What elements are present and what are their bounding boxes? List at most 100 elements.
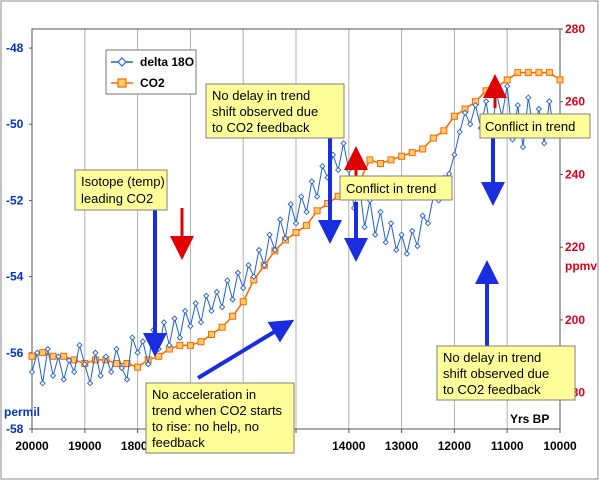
delta-18o-point bbox=[181, 307, 189, 315]
delta-18o-point bbox=[414, 242, 421, 250]
left-tick-label: -54 bbox=[6, 270, 24, 284]
left-tick-label: -52 bbox=[6, 193, 24, 207]
x-tick-label: 10000 bbox=[543, 439, 577, 453]
delta-18o-point bbox=[97, 372, 104, 379]
delta-18o-point bbox=[240, 284, 247, 292]
delta-18o-point bbox=[28, 368, 36, 376]
delta-18o-point bbox=[519, 143, 527, 151]
delta-18o-point bbox=[361, 223, 368, 231]
delta-18o-point bbox=[123, 376, 131, 383]
delta-18o-point bbox=[218, 303, 226, 311]
delta-18o-point bbox=[472, 102, 479, 109]
callout-line: to rise: no help, no bbox=[152, 419, 259, 434]
delta-18o-point bbox=[255, 246, 263, 254]
delta-18o-point bbox=[419, 212, 426, 219]
left-tick-label: -58 bbox=[6, 422, 24, 436]
co2-point bbox=[155, 352, 163, 360]
co2-point bbox=[134, 363, 142, 371]
delta-18o-point bbox=[456, 128, 463, 136]
arrows bbox=[143, 74, 507, 380]
co2-point bbox=[39, 349, 47, 357]
co2-point bbox=[514, 69, 522, 77]
delta-18o-point bbox=[81, 361, 88, 368]
co2-point bbox=[398, 152, 406, 160]
x-tick-label: 19000 bbox=[68, 439, 102, 453]
delta-18o-point bbox=[525, 94, 532, 101]
delta-18o-point bbox=[49, 372, 57, 379]
callout-line: Conflict in trend bbox=[346, 181, 436, 196]
delta-18o-point bbox=[382, 239, 389, 246]
delta-18o-point bbox=[282, 235, 289, 242]
delta-18o-point bbox=[535, 105, 543, 113]
delta-18o-point bbox=[118, 364, 125, 372]
co2-point bbox=[208, 331, 215, 338]
delta-18o-point bbox=[308, 178, 315, 185]
right-tick-label: 280 bbox=[565, 22, 585, 36]
delta-18o-point bbox=[424, 220, 432, 227]
delta-18o-point bbox=[266, 231, 273, 238]
delta-18o-point bbox=[393, 246, 400, 254]
callout-line: Conflict in trend bbox=[485, 119, 575, 134]
callout-line: No acceleration in bbox=[152, 387, 256, 402]
x-axis-unit: Yrs BP bbox=[510, 412, 549, 426]
left-tick-label: -50 bbox=[6, 117, 24, 131]
delta-18o-point bbox=[208, 307, 215, 315]
delta-18o-point bbox=[55, 353, 62, 360]
delta-18o-point bbox=[319, 162, 326, 170]
callout-line: No delay in trend bbox=[443, 350, 541, 365]
delta-18o-point bbox=[171, 315, 178, 322]
delta-18o-point bbox=[86, 380, 94, 387]
callout-box bbox=[74, 169, 168, 211]
callout-box bbox=[205, 83, 345, 139]
delta-18o-point bbox=[541, 140, 548, 147]
delta-18o-point bbox=[245, 262, 252, 269]
legend-square-icon bbox=[117, 78, 127, 88]
delta-18o-point bbox=[298, 193, 305, 200]
co2-point bbox=[197, 338, 205, 346]
callout-box bbox=[339, 175, 453, 201]
right-tick-label: 200 bbox=[565, 313, 585, 327]
delta-18o-point bbox=[398, 231, 405, 238]
co2-point bbox=[91, 356, 99, 364]
legend-label-delta18o: delta 18O bbox=[140, 55, 194, 69]
co2-point bbox=[49, 352, 57, 360]
delta-18o-point bbox=[224, 277, 231, 284]
delta-18o-point bbox=[187, 322, 194, 330]
co2-point bbox=[239, 298, 247, 306]
delta-18o-point bbox=[102, 353, 110, 360]
delta-18o-point bbox=[229, 296, 236, 303]
callout-box bbox=[479, 113, 591, 139]
left-tick-label: -48 bbox=[6, 41, 24, 55]
delta-18o-point bbox=[92, 349, 99, 356]
delta-18o-point bbox=[335, 166, 342, 174]
co2-point bbox=[366, 156, 374, 164]
delta-18o-point bbox=[39, 380, 46, 387]
callout-no-acceleration: No acceleration in trend when CO2 starts… bbox=[145, 382, 295, 454]
delta-18o-point bbox=[313, 193, 321, 200]
co2-point bbox=[186, 341, 194, 349]
callout-isotope-leading: Isotope (temp) leading CO2 bbox=[74, 169, 168, 211]
delta-18o-point bbox=[271, 246, 279, 254]
co2-point bbox=[556, 76, 564, 84]
co2-point bbox=[440, 127, 448, 135]
co2-point bbox=[524, 69, 532, 77]
right-tick-label: 220 bbox=[565, 240, 585, 254]
delta-18o-point bbox=[482, 98, 490, 105]
co2-point bbox=[535, 69, 543, 77]
co2-point bbox=[503, 76, 511, 84]
delta-18o-point bbox=[387, 220, 395, 227]
callout-line: trend when CO2 starts bbox=[152, 403, 283, 418]
delta-18o-point bbox=[292, 220, 300, 227]
delta-18o-point bbox=[461, 109, 469, 116]
callout-no-delay-top: No delay in trend shift observed due to … bbox=[205, 83, 345, 139]
co2-point bbox=[419, 145, 427, 153]
callout-line: to CO2 feedback bbox=[212, 120, 310, 135]
callout-line: shift observed due bbox=[212, 104, 318, 119]
co2-point bbox=[450, 112, 458, 120]
callout-box bbox=[436, 345, 576, 401]
delta-18o-point bbox=[303, 208, 310, 216]
delta-18o-point bbox=[261, 262, 268, 269]
co2-point bbox=[408, 149, 416, 157]
